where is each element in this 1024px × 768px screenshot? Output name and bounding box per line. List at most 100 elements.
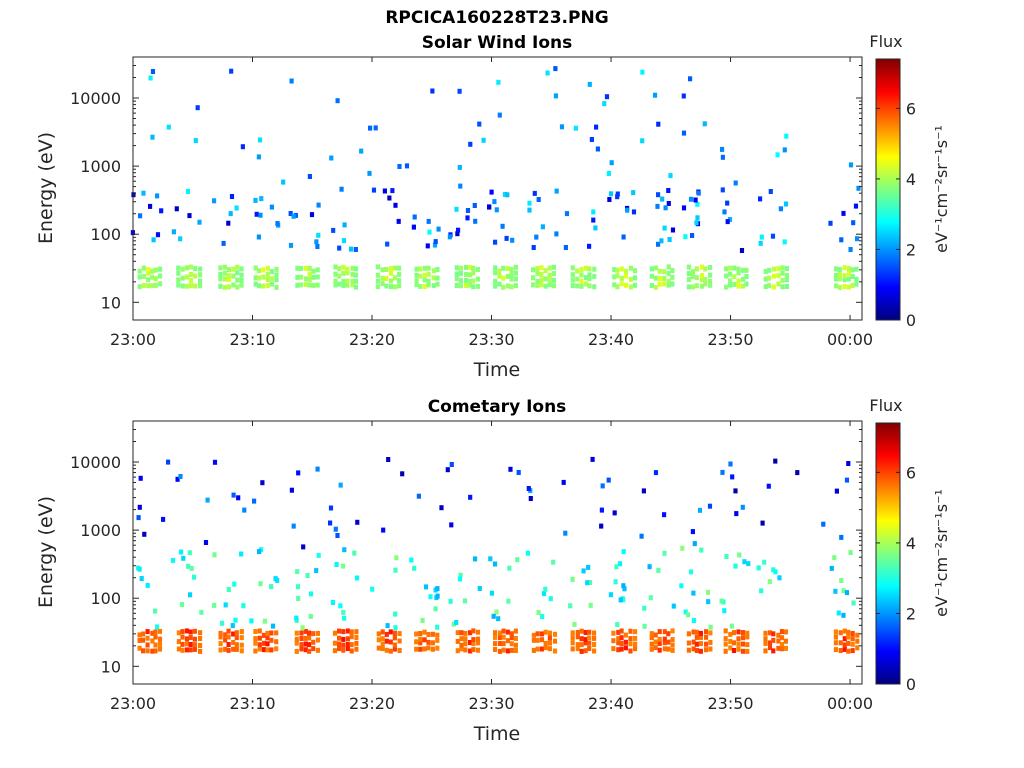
heatmap-cell <box>531 275 536 281</box>
heatmap-cell <box>509 641 514 647</box>
heatmap-cell <box>384 631 389 637</box>
heatmap-cell <box>459 642 464 648</box>
heatmap-cell <box>153 276 158 282</box>
heatmap-cell <box>543 640 548 646</box>
heatmap-cell <box>575 283 580 289</box>
heatmap-cell <box>294 648 299 654</box>
heatmap-cell <box>269 647 274 653</box>
heatmap-cell <box>615 267 620 273</box>
heatmap-cell <box>657 629 662 635</box>
heatmap-cell <box>188 647 193 653</box>
heatmap-cell <box>458 283 463 289</box>
heatmap-cell <box>293 212 298 218</box>
heatmap-cell <box>303 641 308 647</box>
heatmap-cell <box>642 623 647 629</box>
heatmap-cell <box>423 584 429 590</box>
heatmap-cell <box>708 272 713 278</box>
heatmap-cell <box>223 632 228 638</box>
heatmap-cell <box>833 629 838 635</box>
heatmap-cell <box>771 648 776 654</box>
heatmap-cell <box>229 68 234 74</box>
heatmap-cell <box>145 629 150 635</box>
heatmap-cell <box>274 646 279 652</box>
heatmap-cell <box>510 237 515 243</box>
heatmap-cell <box>547 630 552 636</box>
heatmap-cell <box>741 283 746 289</box>
heatmap-cell <box>742 559 747 565</box>
heatmap-cell <box>192 642 197 648</box>
heatmap-cell <box>212 602 217 608</box>
heatmap-cell <box>468 630 473 636</box>
x-tick-label: 00:00 <box>827 330 873 349</box>
heatmap-cell <box>295 282 300 288</box>
heatmap-cell <box>694 275 699 281</box>
heatmap-cell <box>226 642 231 647</box>
heatmap-cell <box>236 495 241 501</box>
heatmap-cell <box>628 648 633 654</box>
heatmap-cell <box>741 276 746 282</box>
heatmap-cell <box>463 272 469 277</box>
heatmap-cell <box>239 272 244 278</box>
heatmap-cell <box>307 642 312 648</box>
heatmap-cell <box>666 201 671 206</box>
heatmap-cell <box>331 227 336 233</box>
heatmap-cell <box>187 213 192 219</box>
heatmap-cell <box>137 566 142 572</box>
heatmap-cell <box>414 266 419 272</box>
heatmap-cell <box>536 610 541 616</box>
heatmap-cell <box>337 273 342 279</box>
heatmap-cell <box>736 629 741 635</box>
heatmap-cell <box>231 282 236 288</box>
heatmap-cell <box>392 642 397 648</box>
heatmap-cell <box>186 188 191 194</box>
heatmap-cell <box>771 567 776 573</box>
heatmap-cell <box>148 203 153 209</box>
heatmap-cell <box>628 276 633 282</box>
heatmap-cell <box>507 565 512 571</box>
heatmap-cell <box>465 215 470 221</box>
heatmap-cell <box>289 487 294 493</box>
heatmap-cell <box>340 563 346 569</box>
heatmap-cell <box>535 270 540 276</box>
heatmap-cell <box>265 265 270 271</box>
heatmap-cell <box>303 635 308 641</box>
heatmap-cell <box>570 576 575 582</box>
heatmap-cell <box>612 274 617 280</box>
heatmap-cell <box>662 550 667 556</box>
heatmap-cell <box>345 278 350 284</box>
heatmap-cell <box>657 276 662 281</box>
heatmap-cell <box>659 238 664 244</box>
heatmap-cell <box>583 640 588 646</box>
heatmap-cell <box>345 642 350 647</box>
heatmap-cell <box>744 281 749 287</box>
heatmap-cell <box>431 283 436 289</box>
heatmap-cell <box>471 637 476 643</box>
heatmap-cell <box>704 647 709 653</box>
x-tick-label: 23:30 <box>468 330 514 349</box>
heatmap-cell <box>759 234 764 240</box>
heatmap-cell <box>699 547 704 553</box>
heatmap-cell <box>616 647 621 653</box>
heatmap-cell <box>350 282 355 288</box>
heatmap-cell <box>333 278 338 284</box>
heatmap-cell <box>153 642 158 648</box>
heatmap-cell <box>294 630 299 636</box>
heatmap-cell <box>509 267 514 272</box>
heatmap-cell <box>686 264 691 270</box>
heatmap-cell <box>240 144 245 150</box>
heatmap-cell <box>226 628 231 634</box>
heatmap-cell <box>784 273 789 278</box>
heatmap-cell <box>699 283 705 289</box>
heatmap-cell <box>736 278 741 284</box>
heatmap-cell <box>497 268 502 274</box>
heatmap-cell <box>732 281 737 287</box>
heatmap-cell <box>821 521 826 527</box>
heatmap-cell <box>345 270 350 276</box>
heatmap-cell <box>471 278 476 284</box>
heatmap-cell <box>563 245 568 250</box>
heatmap-cell <box>694 266 699 272</box>
heatmap-cell <box>176 282 181 288</box>
heatmap-cell <box>736 283 741 289</box>
heatmap-cell <box>259 196 264 202</box>
heatmap-cell <box>454 271 459 277</box>
